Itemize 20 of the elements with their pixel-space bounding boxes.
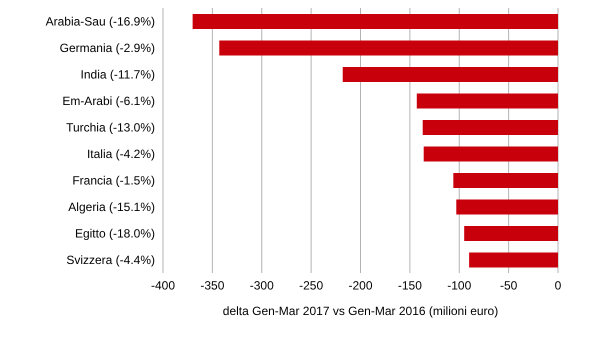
y-tick-label: Italia (-4.2%) (86, 147, 155, 162)
x-tick-label: -150 (398, 278, 422, 293)
y-tick-label: Em-Arabi (-6.1%) (62, 94, 155, 108)
y-tick-label: Svizzera (-4.4%) (66, 253, 156, 268)
x-tick-label: -50 (500, 278, 518, 293)
x-tick-label: -200 (348, 278, 373, 293)
y-tick-label: Algeria (-15.1%) (68, 200, 155, 214)
y-tick-label: Egitto (-18.0%) (74, 226, 155, 241)
x-tick-label: -400 (150, 278, 176, 293)
x-tick-label: -100 (447, 278, 472, 293)
y-tick-label: Arabia-Sau (-16.9%) (46, 14, 155, 29)
x-tick-label: -300 (250, 278, 274, 293)
x-tick-label: -350 (200, 278, 225, 293)
y-tick-label: India (-11.7%) (80, 68, 155, 82)
x-tick-label: -250 (299, 278, 324, 293)
y-tick-label: Turchia (-13.0%) (66, 120, 155, 135)
y-tick-label: Francia (-1.5%) (72, 174, 156, 188)
x-axis-title: delta Gen-Mar 2017 vs Gen-Mar 2016 (milioni euro) (222, 304, 498, 318)
x-tick-label: 0 (554, 278, 562, 293)
y-tick-label: Germania (-2.9%) (60, 41, 155, 56)
